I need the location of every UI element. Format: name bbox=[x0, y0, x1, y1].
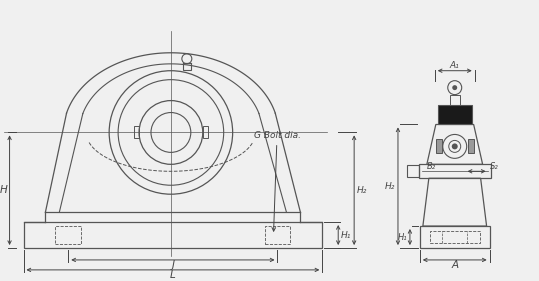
Bar bbox=[468, 139, 474, 153]
Text: A₁: A₁ bbox=[450, 61, 460, 70]
Text: B₂: B₂ bbox=[427, 162, 436, 171]
Bar bbox=[450, 95, 460, 105]
Text: S₂: S₂ bbox=[489, 162, 499, 171]
Bar bbox=[56, 226, 81, 244]
Text: H₂: H₂ bbox=[385, 182, 395, 191]
Bar bbox=[419, 164, 490, 178]
Circle shape bbox=[452, 143, 458, 149]
Bar bbox=[420, 226, 489, 248]
Bar bbox=[24, 222, 322, 248]
Bar bbox=[407, 165, 419, 177]
Text: G Bolt dia.: G Bolt dia. bbox=[253, 131, 301, 231]
Bar bbox=[436, 139, 442, 153]
Text: H₂: H₂ bbox=[357, 186, 367, 195]
Text: A: A bbox=[451, 260, 458, 270]
Bar bbox=[203, 126, 208, 139]
Bar bbox=[430, 231, 480, 243]
Text: H: H bbox=[0, 185, 8, 195]
Bar bbox=[265, 226, 291, 244]
Bar bbox=[134, 126, 139, 139]
Text: H₁: H₁ bbox=[398, 232, 408, 242]
Bar bbox=[183, 63, 191, 70]
Text: L: L bbox=[170, 270, 176, 280]
Circle shape bbox=[452, 85, 457, 90]
Bar bbox=[438, 105, 472, 124]
Text: H₁: H₁ bbox=[341, 230, 351, 239]
Text: J: J bbox=[171, 260, 175, 270]
